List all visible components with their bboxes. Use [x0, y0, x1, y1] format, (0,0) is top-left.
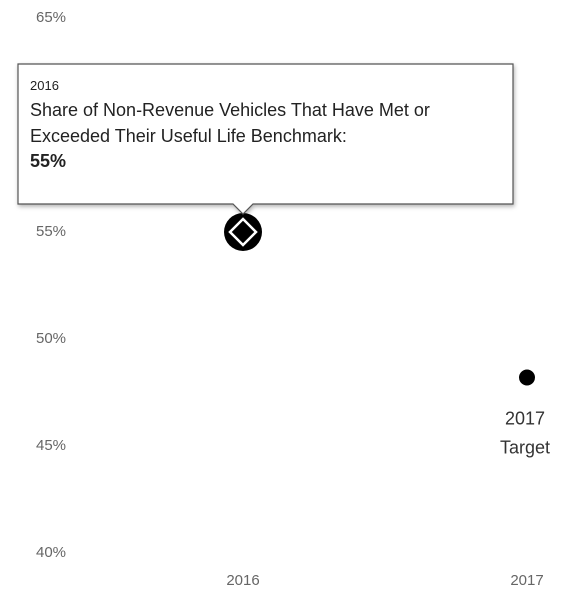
tooltip-label: Share of Non-Revenue Vehicles That Have …	[30, 100, 430, 146]
y-tick-label: 45%	[36, 437, 66, 454]
x-tick-label: 2017	[510, 572, 543, 589]
point-diamond	[228, 217, 258, 247]
y-tick-label: 55%	[36, 223, 66, 240]
x-tick-label: 2016	[226, 572, 259, 589]
tooltip-title: 2016	[30, 78, 59, 93]
tooltip-value: 55%	[30, 151, 67, 171]
y-tick-label: 65%	[36, 9, 66, 26]
point-category: 2017	[505, 408, 545, 428]
point-highlight	[224, 213, 262, 251]
y-tick-label: 40%	[36, 544, 66, 561]
tooltip: 2016 Share of Non-Revenue Vehicles That …	[30, 78, 500, 173]
point	[517, 367, 537, 388]
y-tick-label: 50%	[36, 330, 66, 347]
tooltip-box	[17, 63, 514, 215]
annotation: Target	[500, 437, 550, 457]
